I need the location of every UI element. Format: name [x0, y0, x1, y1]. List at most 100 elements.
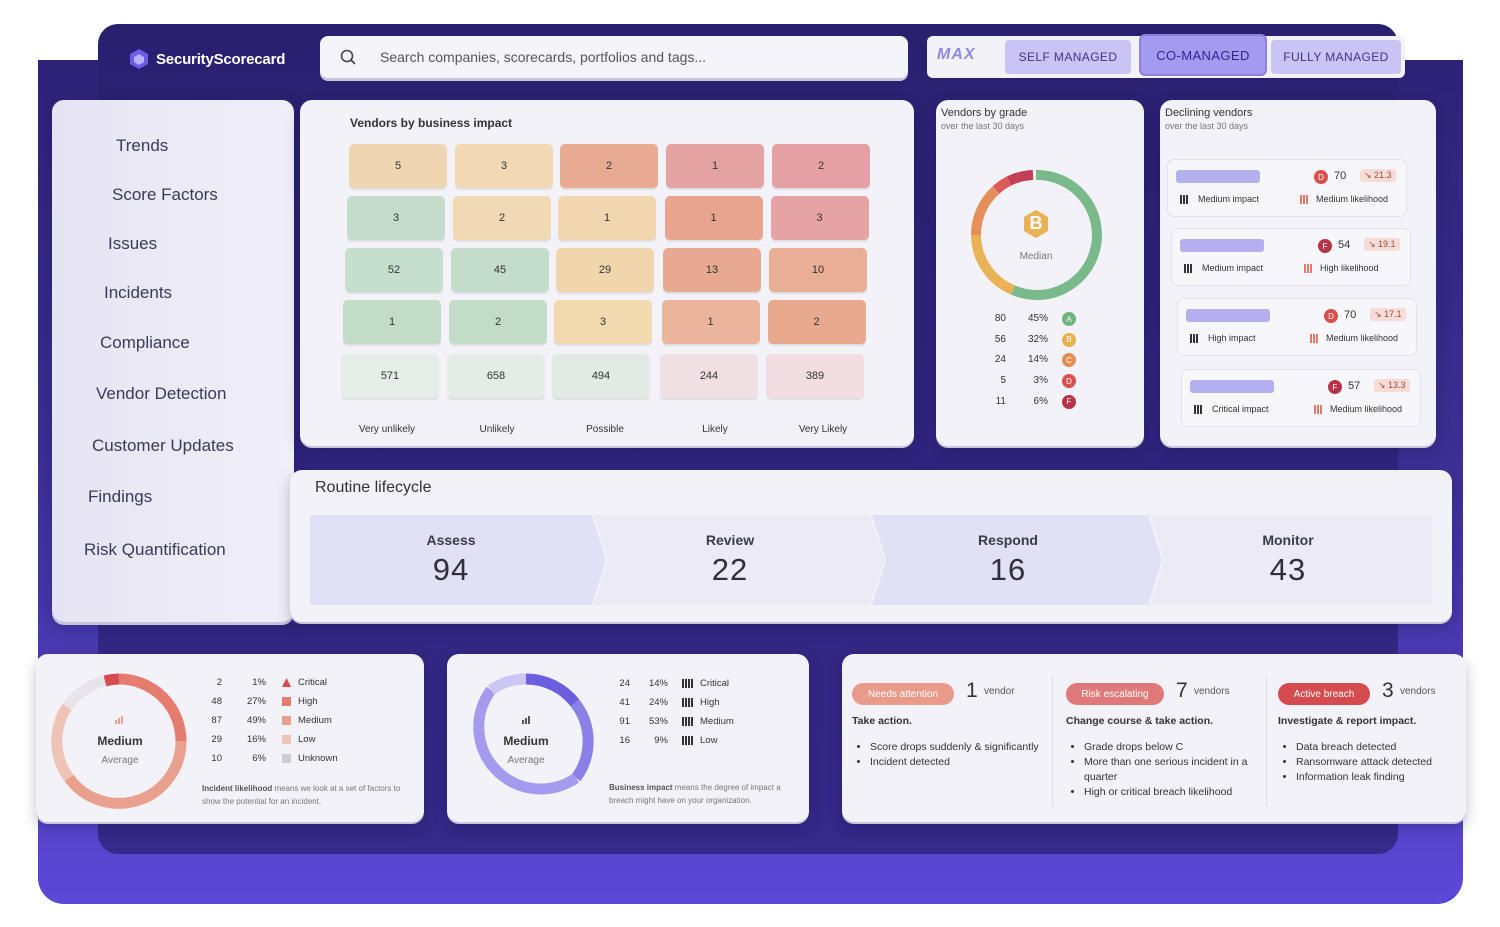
bars-icon: [282, 735, 291, 744]
column-label: Likely: [702, 424, 728, 435]
bars-icon: [1310, 334, 1320, 343]
tab-fully-managed[interactable]: FULLY MANAGED: [1271, 40, 1401, 74]
tab-self-managed[interactable]: SELF MANAGED: [1005, 40, 1131, 74]
action-bullets: Data breach detectedRansomware attack de…: [1284, 740, 1472, 785]
lifecycle-stage-monitor[interactable]: Monitor 43: [1148, 515, 1428, 605]
likelihood-count: 87: [211, 715, 222, 726]
status-pill[interactable]: Active breach: [1278, 683, 1370, 705]
matrix-cell[interactable]: 3: [554, 300, 652, 344]
grade-segment-a: [1011, 170, 1102, 300]
likelihood-average-value: Medium: [97, 734, 143, 748]
vendor-unit: vendor: [984, 686, 1015, 697]
brand-mark-icon: [130, 49, 148, 69]
sidebar-item-issues[interactable]: Issues: [108, 234, 158, 253]
impact-label: Critical impact: [1212, 404, 1269, 414]
matrix-cell[interactable]: 494: [552, 354, 650, 398]
lifecycle-stage-respond[interactable]: Respond 16: [868, 515, 1148, 605]
status-pill[interactable]: Needs attention: [852, 683, 954, 705]
matrix-cell[interactable]: 52: [345, 248, 443, 292]
matrix-cell[interactable]: 1: [664, 196, 763, 240]
impact-percent: 14%: [648, 678, 668, 689]
matrix-cell[interactable]: 658: [447, 354, 545, 398]
sidebar-item-customer-updates[interactable]: Customer Updates: [92, 436, 234, 455]
sidebar-item-incidents[interactable]: Incidents: [104, 283, 173, 302]
stage-value: 94: [432, 552, 470, 587]
likelihood-segment-low: [51, 703, 74, 782]
grade-percent: 32%: [1027, 333, 1048, 345]
impact-label: Low: [700, 735, 718, 746]
bars-icon: [682, 698, 694, 707]
stage-label: Monitor: [1262, 532, 1314, 548]
likelihood-label: Critical: [298, 677, 328, 688]
brand-logo[interactable]: SecurityScorecard: [128, 48, 285, 70]
stage-label: Respond: [978, 532, 1038, 548]
matrix-cell[interactable]: 13: [663, 248, 761, 292]
grade-percent: 6%: [1033, 395, 1048, 407]
matrix-cell[interactable]: 2: [767, 300, 866, 344]
action-bullet: More than one serious incident in a quar…: [1084, 755, 1260, 785]
median-grade: B: [1029, 213, 1043, 233]
matrix-cell[interactable]: 2: [772, 144, 870, 188]
chevron-monitor: [1150, 515, 1432, 605]
likelihood-label: High likelihood: [1320, 263, 1379, 273]
matrix-cell[interactable]: 2: [449, 300, 547, 344]
matrix-cell[interactable]: 2: [453, 196, 551, 240]
sidebar-item-findings[interactable]: Findings: [88, 487, 153, 506]
impact-label: Critical: [700, 678, 730, 689]
grade-card-subtitle: over the last 30 days: [941, 121, 1025, 131]
grade-badge-icon: C: [1062, 353, 1076, 368]
matrix-cell[interactable]: 3: [347, 196, 445, 240]
matrix-cell[interactable]: 1: [558, 196, 656, 240]
likelihood-percent: 6%: [252, 753, 266, 764]
grade-percent: 14%: [1027, 354, 1048, 366]
impact-average-label: Average: [507, 755, 545, 766]
sidebar-item-vendor-detection[interactable]: Vendor Detection: [96, 384, 227, 403]
matrix-cell[interactable]: 244: [660, 354, 758, 398]
lifecycle-stage-assess[interactable]: Assess 94: [310, 515, 592, 605]
bars-icon: [282, 716, 291, 725]
matrix-cell[interactable]: 389: [766, 354, 864, 398]
tab-co-managed[interactable]: CO-MANAGED: [1141, 36, 1265, 74]
likelihood-note-text: means we look at a set of factors to sho…: [202, 784, 401, 806]
chevron-respond: [872, 515, 1162, 605]
sidebar-item-compliance[interactable]: Compliance: [100, 333, 190, 352]
matrix-cell[interactable]: 5: [349, 144, 447, 188]
matrix-cell[interactable]: 3: [770, 196, 869, 240]
matrix-cell[interactable]: 1: [343, 300, 441, 344]
bars-icon: [282, 754, 291, 763]
search-bar[interactable]: [320, 36, 908, 78]
score-drop-badge: ↘ 19.1: [1364, 238, 1400, 251]
likelihood-count: 2: [216, 677, 222, 688]
matrix-cell[interactable]: 10: [769, 248, 867, 292]
status-pill[interactable]: Risk escalating: [1066, 683, 1164, 705]
action-heading: Change course & take action.: [1066, 715, 1214, 727]
likelihood-segment-unknown: [62, 675, 107, 711]
action-bullets: Grade drops below CMore than one serious…: [1072, 740, 1260, 800]
matrix-cell[interactable]: 2: [560, 144, 658, 188]
likelihood-label: Low: [298, 734, 316, 745]
sidebar-item-trends[interactable]: Trends: [116, 136, 169, 155]
vendor-name-placeholder: [1180, 239, 1264, 252]
sidebar-item-risk-quantification[interactable]: Risk Quantification: [84, 540, 226, 559]
action-bullet: Ransomware attack detected: [1296, 755, 1472, 770]
grade-badge-icon: F: [1318, 239, 1332, 253]
matrix-cell[interactable]: 45: [451, 248, 549, 292]
bars-icon: [115, 716, 123, 724]
search-input[interactable]: [378, 48, 882, 66]
matrix-cell[interactable]: 3: [455, 144, 553, 188]
lifecycle-stage-review[interactable]: Review 22: [590, 515, 870, 605]
action-bullet: Data breach detected: [1296, 740, 1472, 755]
impact-segment-medium: [473, 686, 580, 795]
brand-name: SecurityScorecard: [156, 50, 286, 68]
likelihood-label: High: [298, 696, 318, 707]
bars-icon: [682, 736, 694, 745]
matrix-cell[interactable]: 1: [666, 144, 764, 188]
matrix-cell[interactable]: 29: [556, 248, 654, 292]
sidebar-item-score-factors[interactable]: Score Factors: [112, 185, 218, 204]
bars-icon: [1314, 405, 1324, 414]
likelihood-label: Medium likelihood: [1330, 404, 1403, 414]
grade-count: 56: [994, 333, 1006, 345]
matrix-cell[interactable]: 571: [341, 354, 439, 398]
matrix-cell[interactable]: 1: [661, 300, 760, 344]
chevron-review: [594, 515, 884, 605]
